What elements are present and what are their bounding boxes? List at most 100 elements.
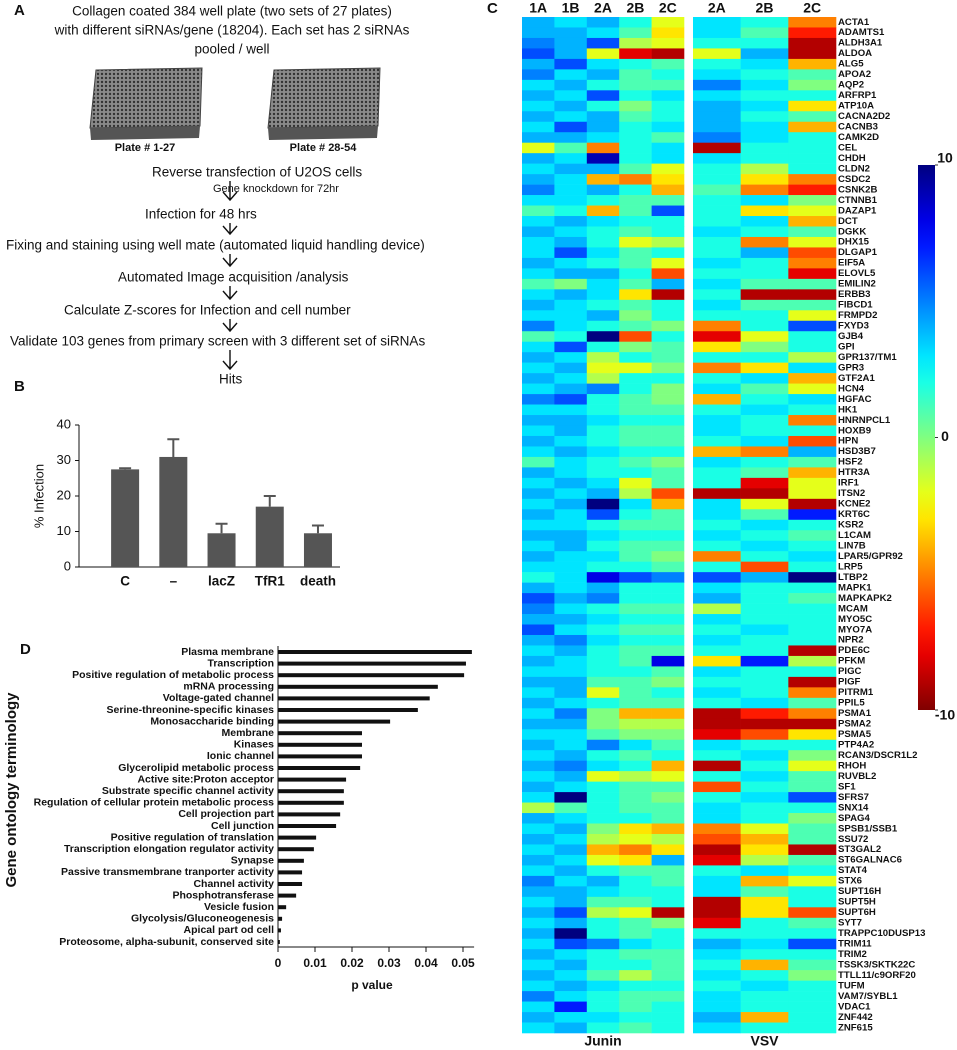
category-label: Active site:Proton acceptor [137,773,274,785]
heatmap-cell [651,257,685,269]
heatmap-cell [586,823,620,835]
row-label: HTR3A [838,467,870,478]
heatmap-cell [554,362,588,374]
heatmap-cell [522,697,555,709]
y-tick-label: 40 [57,416,71,431]
heatmap-cell [554,488,588,500]
heatmap-cell [619,153,652,164]
row-label: HCN4 [838,383,865,394]
step: Validate 103 genes from primary screen w… [10,334,425,349]
y-axis-label: % Infection [31,464,46,528]
heatmap-cell [788,561,837,573]
heatmap-cell [740,833,789,845]
heatmap-cell [788,446,837,458]
heatmap-cell [619,991,652,1002]
category-label: Channel activity [193,878,274,890]
heatmap-cell [586,216,620,227]
heatmap-cell [619,37,652,49]
heatmap-cell [693,425,741,437]
heatmap-cell [788,509,837,521]
heatmap-cell [651,174,685,185]
row-label: SFRS7 [838,792,869,803]
heatmap-cell [693,1012,741,1023]
heatmap-cell [693,676,741,688]
heatmap-cell [586,781,620,793]
row-label: CSNK2B [838,184,878,195]
x-axis-label: p value [351,978,393,992]
heatmap-cell [651,48,685,60]
heatmap-cell [651,540,685,552]
heatmap-cell [554,771,588,782]
heatmap-cell [554,132,588,143]
heatmap-cell [693,498,741,510]
heatmap-cell [554,90,588,102]
heatmap-cell [651,551,685,562]
heatmap-cell [619,792,652,803]
panel-a: A Collagen coated 384 well plate (two se… [6,2,425,387]
heatmap-cell [522,781,555,793]
heatmap-cell [522,833,555,845]
heatmap-cell [522,205,555,217]
row-label: DCT [838,216,858,227]
heatmap-cell [740,163,789,175]
heatmap-cell [619,854,652,866]
bar [278,870,303,875]
heatmap-cell [619,278,652,290]
heatmap-cell [693,132,741,143]
heatmap-cell [740,708,789,720]
row-label: PPIL5 [838,698,865,709]
plate-label: Plate # 28-54 [290,142,358,154]
heatmap-cell [651,226,685,238]
heatmap-cell [554,278,588,290]
category-label: Cell projection part [178,808,274,820]
heatmap-cell [586,331,620,343]
heatmap-cell [651,142,685,154]
row-label: RUVBL2 [838,771,876,782]
heatmap-cell [554,823,588,835]
category-label: Transcription elongation regulator activ… [64,843,274,855]
bar [278,800,344,805]
heatmap-cell [554,760,588,772]
bar [278,847,314,852]
heatmap-cell [740,79,789,91]
heatmap-cell [651,519,685,531]
heatmap-cell [619,760,652,772]
heatmap-cell [586,875,620,887]
heatmap-cell [522,593,555,604]
heatmap-cell [651,593,685,604]
heatmap-cell [740,624,789,636]
heatmap-cell [554,833,588,845]
heatmap-cell [740,310,789,322]
heatmap-cell [693,236,741,248]
heatmap-cell [788,792,837,803]
heatmap-cell [522,624,555,636]
heatmap-cell [693,792,741,803]
heatmap-cell [586,69,620,81]
heatmap-cell [693,938,741,950]
heatmap-cell [586,645,620,657]
category-label: Ionic channel [207,750,274,762]
x-tick-label: 0.01 [303,956,327,970]
row-label: ST6GALNAC6 [838,855,902,866]
heatmap-cell [740,949,789,960]
row-label: IRF1 [838,478,859,489]
heatmap-cell [522,394,555,405]
category-label: Synapse [231,855,274,867]
heatmap-cell [788,854,837,866]
heatmap-cell [619,708,652,720]
heatmap-cell [740,205,789,217]
heatmap-cell [693,79,741,91]
heatmap-cell [693,404,741,416]
heatmap-cell [788,991,837,1002]
heatmap-cell [619,247,652,259]
heatmap-cell [788,844,837,856]
heatmap-cell [788,540,837,552]
header-line: pooled / well [194,42,269,57]
heatmap-cell [740,132,789,143]
heatmap-cell [554,813,588,824]
heatmap-cell [522,27,555,39]
heatmap-cell [788,299,837,311]
heatmap-cell [619,634,652,646]
heatmap-cell [522,551,555,562]
heatmap-cell [554,666,588,678]
